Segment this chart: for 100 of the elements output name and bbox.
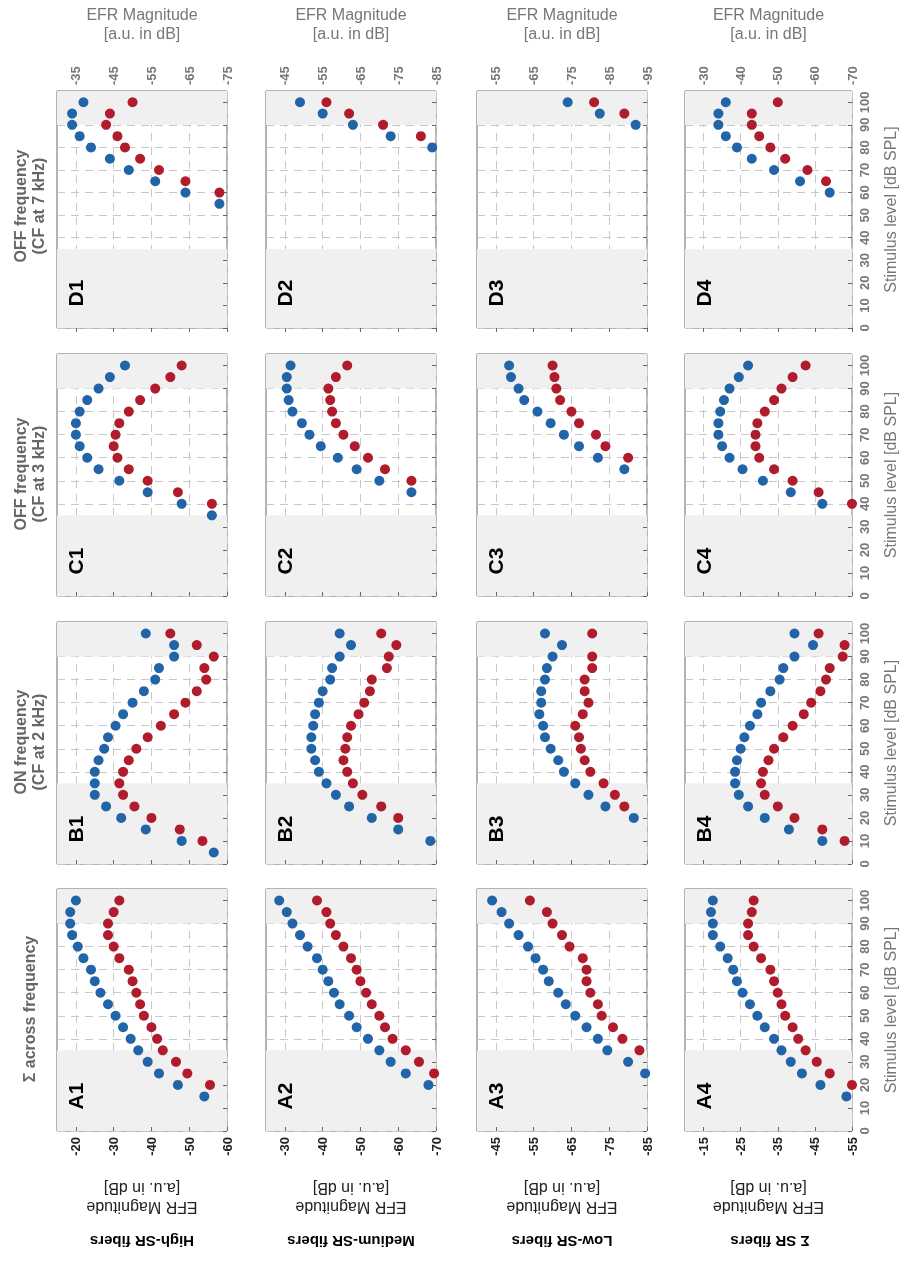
point [154, 1068, 164, 1079]
point [757, 766, 768, 777]
y-tick-label: 50 [857, 1008, 872, 1023]
point [789, 651, 800, 662]
point [67, 119, 78, 130]
point [566, 406, 577, 417]
x-tick-label: -30 [696, 66, 712, 85]
point [127, 976, 138, 987]
point [201, 674, 212, 685]
y-axis-title: Stimulus level [dB SPL] [881, 659, 899, 827]
point [743, 360, 754, 371]
point [496, 907, 507, 918]
point [718, 395, 729, 406]
point [583, 697, 594, 708]
point [172, 487, 183, 498]
point [123, 406, 134, 417]
point [713, 119, 724, 130]
point [197, 835, 208, 846]
point [765, 964, 776, 975]
point [140, 824, 151, 835]
point [74, 406, 85, 417]
point [154, 165, 164, 175]
point [519, 395, 530, 406]
point [334, 628, 345, 639]
point [108, 941, 119, 952]
point [724, 383, 735, 394]
point [214, 198, 225, 209]
point [427, 142, 438, 153]
point [598, 778, 609, 789]
point [640, 1068, 651, 1079]
point [746, 907, 757, 918]
point [112, 131, 123, 142]
point [74, 131, 85, 142]
point [536, 686, 547, 697]
point [108, 907, 119, 918]
x-tick-label: -55 [315, 66, 331, 85]
point [114, 895, 125, 906]
x-tick-label: -65 [526, 66, 542, 85]
point [585, 987, 596, 998]
point [769, 395, 780, 406]
text: B2 [272, 815, 296, 843]
y-tick-label: 70 [857, 162, 872, 178]
point [558, 429, 569, 440]
point [776, 383, 787, 394]
x-axis-title: EFR Magnitude [a.u. in dB] [295, 1180, 407, 1216]
point [579, 686, 590, 697]
point [609, 789, 620, 800]
point [118, 709, 129, 720]
point [89, 789, 100, 800]
point [380, 464, 390, 475]
y-tick-label: 40 [857, 1031, 872, 1047]
point [778, 732, 789, 743]
point [487, 895, 498, 906]
text: D4 [691, 279, 715, 307]
point [581, 976, 592, 987]
point [504, 360, 515, 371]
point [78, 953, 89, 964]
point [206, 510, 217, 521]
point [296, 418, 307, 429]
point [765, 142, 776, 153]
y-tick-label: 100 [857, 91, 872, 114]
point [750, 429, 761, 440]
point [717, 441, 728, 452]
point [99, 743, 110, 754]
point [344, 801, 355, 812]
point [415, 131, 426, 142]
point [555, 395, 566, 406]
point [391, 640, 402, 651]
point [108, 441, 119, 452]
y-tick-label: 30 [857, 1054, 872, 1070]
point [146, 1022, 157, 1033]
y-tick-label: 40 [857, 764, 872, 780]
point [730, 778, 741, 789]
point [731, 142, 742, 153]
x-tick-label: -60 [390, 1137, 406, 1156]
text: B4 [691, 815, 715, 843]
point [743, 918, 754, 929]
point [513, 383, 524, 394]
y-tick-label: 60 [857, 718, 872, 733]
y-tick-label: 20 [857, 542, 872, 558]
point [541, 663, 552, 674]
point [769, 165, 780, 175]
point [101, 801, 112, 812]
y-tick-label: 50 [857, 473, 872, 488]
point [150, 383, 161, 394]
point [110, 429, 121, 440]
point [295, 97, 305, 108]
point [123, 964, 134, 975]
point [600, 801, 611, 812]
x-tick-label: -95 [639, 66, 655, 85]
point [332, 452, 343, 463]
point [789, 628, 800, 639]
point [110, 1010, 121, 1021]
y-axis-title: Stimulus level [dB SPL] [881, 926, 899, 1094]
point [103, 999, 113, 1010]
point [140, 628, 151, 639]
point [783, 824, 794, 835]
point [330, 789, 341, 800]
point [323, 383, 334, 394]
point [724, 452, 735, 463]
